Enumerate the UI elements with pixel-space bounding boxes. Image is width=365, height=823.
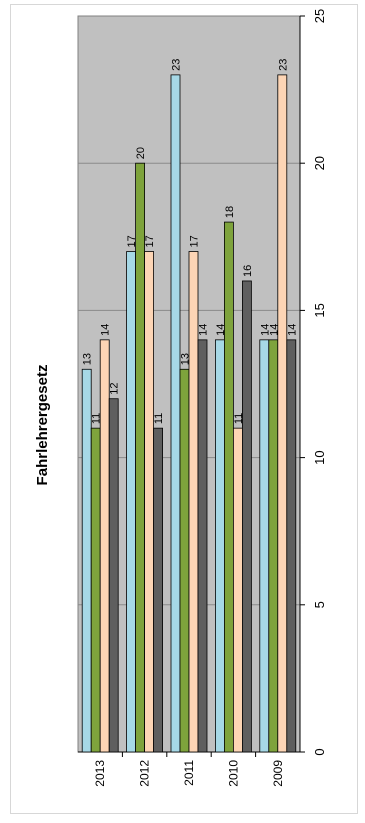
value-tick-label: 25 [312,9,327,23]
value-tick-label: 15 [312,303,327,317]
bar [99,339,110,753]
value-tick-label: 5 [312,601,327,608]
plot-area: 0 5 10 15 20 25 2013 13 11 14 12 2012 17 20 17 11 2011 23… [77,9,327,787]
data-label: 16 [242,265,254,277]
data-label: 17 [126,235,138,247]
data-label: 11 [233,413,245,424]
bar [170,74,181,753]
data-label: 13 [82,353,94,365]
bar [268,339,279,753]
data-label: 14 [286,324,298,336]
bar [126,251,136,753]
chart-title: Fahrlehrergesetz [34,365,51,486]
value-tick-label: 20 [312,156,327,170]
data-label: 20 [135,147,147,159]
bar [197,339,208,753]
bar [286,339,297,753]
value-tick-label: 10 [312,450,327,464]
bar [277,74,288,753]
data-label: 23 [277,59,289,71]
data-label: 13 [180,353,192,365]
data-label: 17 [144,235,156,247]
data-label: 12 [109,382,121,394]
bar [179,368,190,753]
bar [241,280,252,753]
data-label: 14 [198,324,210,336]
bar [90,427,101,753]
category-label: 2011 [182,760,196,786]
category-label: 2009 [271,760,285,787]
data-label: 14 [259,324,271,336]
bar [214,339,225,753]
bar [232,427,243,753]
bar [153,427,164,753]
data-label: 17 [189,235,201,247]
bar [259,339,270,753]
category-label: 2012 [138,760,152,787]
category-label: 2013 [93,760,107,787]
data-label: 14 [268,324,280,336]
bar [81,368,92,753]
bar [144,251,155,753]
data-label: 11 [91,413,103,424]
data-label: 18 [224,206,236,218]
data-label: 14 [215,324,227,336]
data-label: 14 [100,324,112,336]
bar [108,398,119,753]
category-label: 2010 [226,760,240,787]
value-tick-label: 0 [312,748,327,755]
bar [223,221,234,753]
data-label: 11 [153,413,165,424]
bar [135,162,146,753]
data-label: 23 [171,59,183,71]
